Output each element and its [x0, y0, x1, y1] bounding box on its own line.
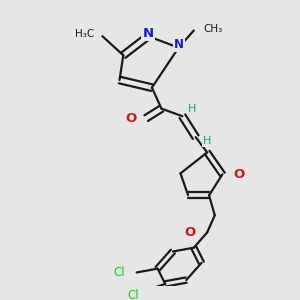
Text: H: H — [188, 103, 196, 114]
Text: H: H — [203, 136, 211, 146]
Text: Cl: Cl — [127, 289, 139, 300]
Text: CH₃: CH₃ — [203, 24, 223, 34]
Text: H₃C: H₃C — [76, 29, 95, 39]
Text: O: O — [234, 168, 245, 181]
Text: Cl: Cl — [114, 266, 125, 279]
Text: N: N — [174, 38, 184, 51]
Text: N: N — [142, 27, 154, 40]
Text: O: O — [125, 112, 137, 124]
Text: O: O — [184, 226, 196, 239]
